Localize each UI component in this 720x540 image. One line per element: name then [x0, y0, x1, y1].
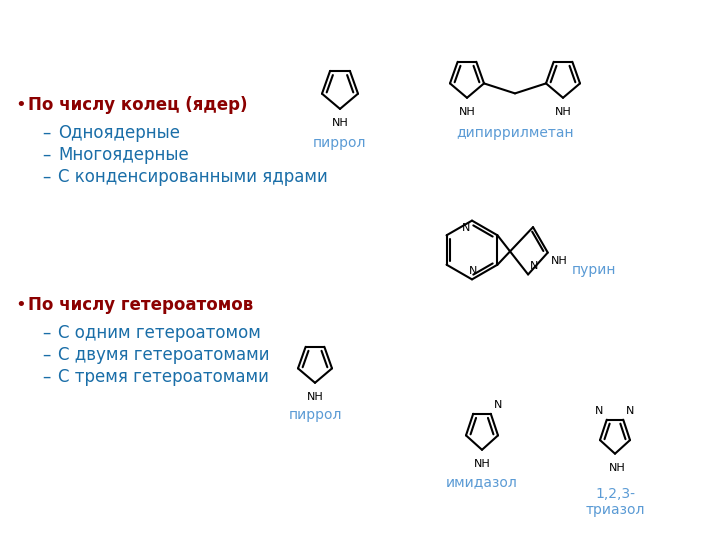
Text: N: N — [626, 406, 634, 416]
Text: –: – — [42, 168, 50, 186]
Text: Одноядерные: Одноядерные — [58, 124, 180, 142]
Text: NH: NH — [474, 459, 490, 469]
Text: Многоядерные: Многоядерные — [58, 146, 189, 164]
Text: N: N — [462, 222, 470, 233]
Text: имидазол: имидазол — [446, 475, 518, 489]
Text: дипиррилметан: дипиррилметан — [456, 126, 574, 140]
Text: С тремя гетероатомами: С тремя гетероатомами — [58, 368, 269, 386]
Text: По числу колец (ядер): По числу колец (ядер) — [28, 96, 248, 114]
Text: N: N — [530, 261, 539, 272]
Text: По числу гетероатомов: По числу гетероатомов — [28, 296, 253, 314]
Text: С одним гетероатомом: С одним гетероатомом — [58, 324, 261, 342]
Text: N: N — [494, 400, 502, 410]
Text: –: – — [42, 346, 50, 364]
Text: N: N — [469, 266, 477, 276]
Text: NH: NH — [332, 118, 348, 128]
Text: –: – — [42, 146, 50, 164]
Text: пиррол: пиррол — [313, 136, 366, 150]
Text: пиррол: пиррол — [288, 408, 342, 422]
Text: •: • — [15, 296, 26, 314]
Text: NH: NH — [551, 255, 567, 266]
Text: •: • — [15, 96, 26, 114]
Text: С конденсированными ядрами: С конденсированными ядрами — [58, 168, 328, 186]
Text: пурин: пурин — [572, 263, 616, 277]
Text: С двумя гетероатомами: С двумя гетероатомами — [58, 346, 269, 364]
Text: NH: NH — [307, 392, 323, 402]
Text: –: – — [42, 124, 50, 142]
Text: NH: NH — [608, 463, 626, 472]
Text: –: – — [42, 324, 50, 342]
Text: NH: NH — [459, 107, 475, 117]
Text: N: N — [595, 406, 604, 416]
Text: –: – — [42, 368, 50, 386]
Text: 1,2,3-
триазол: 1,2,3- триазол — [585, 487, 644, 517]
Text: NH: NH — [554, 107, 572, 117]
